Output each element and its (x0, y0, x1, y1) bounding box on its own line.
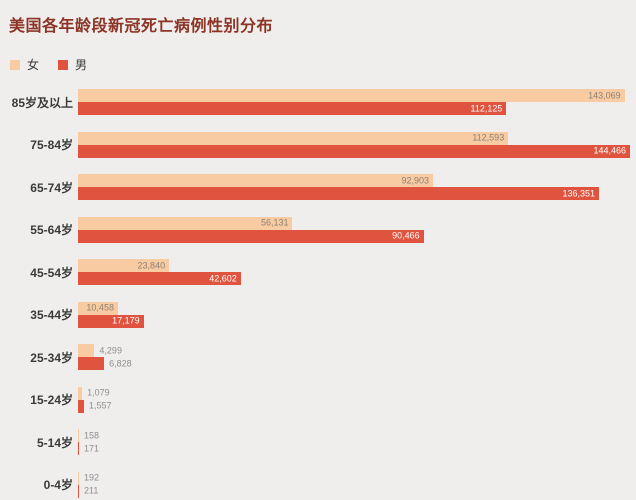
bar-group: 1,079 1,557 (78, 386, 636, 413)
female-bar: 92,903 (78, 174, 433, 187)
bar-value-label: 42,602 (209, 273, 237, 283)
bar-group: 112,593 144,466 (78, 131, 636, 158)
bar-value-label: 136,351 (562, 188, 595, 198)
chart-row: 15-24岁 1,079 1,557 (0, 386, 636, 413)
legend-item-male: 男 (58, 56, 87, 73)
chart-row: 65-74岁 92,903 136,351 (0, 174, 636, 200)
bar-value-label: 158 (84, 430, 100, 440)
female-swatch-icon (10, 59, 20, 70)
female-bar: 158 (78, 429, 99, 442)
male-bar: 17,179 (78, 314, 144, 328)
category-label: 0-4岁 (43, 478, 73, 492)
male-bar: 112,125 (78, 102, 507, 115)
male-bar: 6,828 (78, 357, 132, 370)
male-bar: 171 (78, 442, 99, 455)
bar-value-label: 171 (84, 443, 100, 453)
female-bar: 112,593 (78, 131, 509, 145)
male-swatch-icon (58, 59, 69, 70)
bar-value-label: 17,179 (112, 315, 140, 326)
bar-value-label: 143,069 (588, 90, 621, 100)
bar-value-label: 23,840 (137, 260, 166, 270)
bar-group: 158 171 (78, 429, 636, 455)
category-label: 75-84岁 (30, 138, 73, 152)
female-bar: 56,131 (78, 216, 293, 230)
category-label: 15-24岁 (30, 393, 73, 407)
category-label: 35-44岁 (30, 308, 73, 322)
male-bar: 211 (78, 484, 98, 498)
chart-row: 25-34岁 4,299 6,828 (0, 344, 636, 370)
bar-value-label: 144,466 (593, 145, 626, 156)
category-label: 45-54岁 (30, 265, 73, 280)
chart-row: 5-14岁 158 171 (0, 429, 636, 455)
female-bar: 4,299 (78, 344, 122, 357)
chart-row: 85岁及以上 143,069 112,125 (0, 89, 636, 115)
bar-value-label: 1,557 (88, 400, 112, 411)
category-label: 5-14岁 (36, 435, 73, 450)
bar-value-label: 192 (84, 472, 100, 483)
male-bar: 90,466 (78, 229, 424, 243)
bar-value-label: 56,131 (260, 217, 289, 228)
bar-value-label: 112,125 (470, 103, 503, 113)
male-bar: 1,557 (78, 399, 111, 413)
bar-value-label: 112,593 (472, 132, 505, 143)
bar-value-label: 1,079 (87, 387, 110, 398)
category-label: 25-34岁 (30, 350, 73, 365)
category-label: 65-74岁 (30, 180, 73, 195)
chart-row: 55-64岁 56,131 90,466 (0, 216, 636, 243)
legend-label-female: 女 (27, 58, 40, 72)
page-title: 美国各年龄段新冠死亡病例性别分布 (9, 18, 274, 35)
chart-row: 45-54岁 23,840 42,602 (0, 259, 636, 285)
bar-group: 192 211 (78, 471, 636, 498)
chart-row: 35-44岁 10,458 17,179 (0, 301, 636, 328)
male-bar: 42,602 (78, 272, 241, 285)
bar-chart: 85岁及以上 143,069 112,125 75-84岁 112,593 144,466… (0, 89, 636, 498)
bar-value-label: 6,828 (109, 358, 132, 368)
bar-value-label: 4,299 (99, 345, 122, 355)
female-bar: 192 (78, 471, 99, 485)
bar-value-label: 10,458 (86, 302, 114, 313)
female-bar: 10,458 (78, 301, 118, 315)
chart-row: 75-84岁 112,593 144,466 (0, 131, 636, 158)
bar-value-label: 92,903 (401, 175, 429, 185)
bar-value-label: 90,466 (392, 230, 420, 241)
legend-item-female: 女 (10, 56, 39, 73)
bar-group: 4,299 6,828 (78, 344, 636, 370)
category-label: 55-64岁 (30, 223, 73, 237)
bar-group: 56,131 90,466 (78, 216, 636, 243)
bar-group: 23,840 42,602 (78, 259, 636, 285)
female-bar: 143,069 (78, 89, 625, 102)
male-bar: 144,466 (78, 144, 630, 158)
bar-value-label: 211 (84, 485, 99, 496)
legend-label-male: 男 (75, 58, 88, 72)
chart-row: 0-4岁 192 211 (0, 471, 636, 498)
legend: 女 男 (10, 56, 636, 73)
category-label: 85岁及以上 (11, 95, 73, 110)
bar-group: 10,458 17,179 (78, 301, 636, 328)
male-bar: 136,351 (78, 187, 599, 200)
bar-group: 92,903 136,351 (78, 174, 636, 200)
bar-group: 143,069 112,125 (78, 89, 636, 115)
female-bar: 1,079 (78, 386, 110, 400)
female-bar: 23,840 (78, 259, 170, 272)
